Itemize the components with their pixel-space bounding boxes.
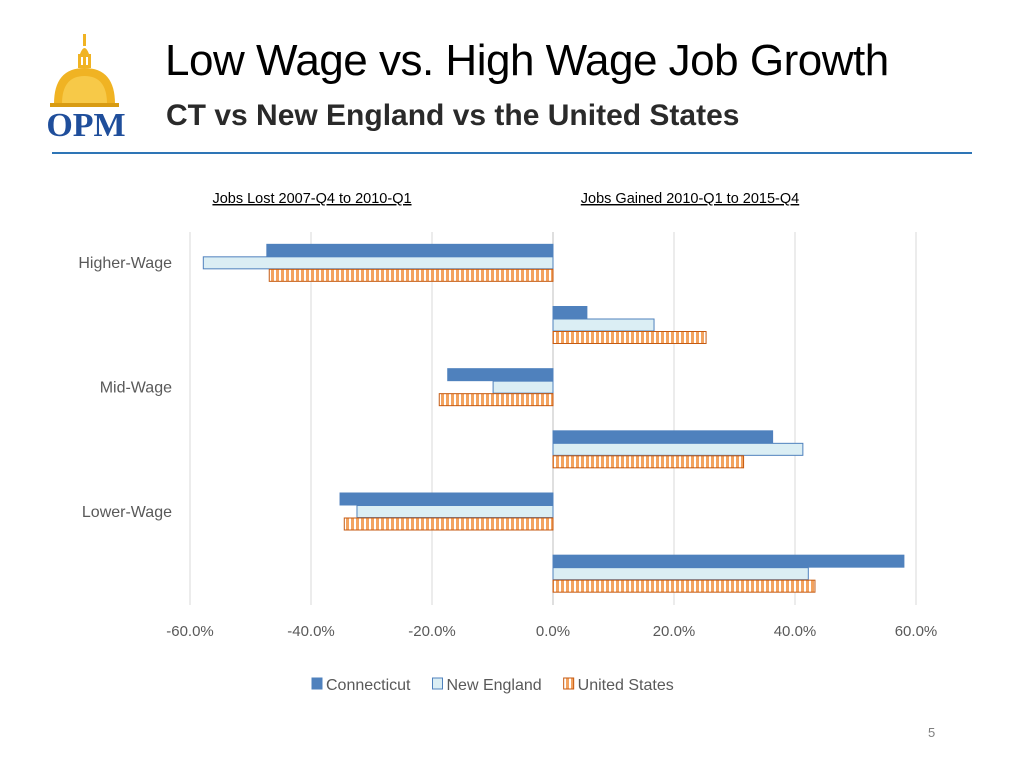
- capitol-dome-icon: [50, 34, 119, 107]
- bar-new-england: [552, 567, 809, 581]
- legend-label: United States: [578, 677, 674, 694]
- bar-new-england: [492, 380, 554, 394]
- bar-united-states: [268, 268, 554, 282]
- period-annotation: Jobs Lost 2007-Q4 to 2010-Q1: [212, 191, 411, 207]
- legend-swatch: [432, 677, 443, 690]
- bar-united-states: [552, 579, 816, 593]
- legend-label: Connecticut: [326, 677, 411, 694]
- bar-connecticut: [266, 243, 554, 257]
- page-title: Low Wage vs. High Wage Job Growth: [165, 36, 889, 85]
- bar-connecticut: [339, 492, 554, 506]
- bar-connecticut: [552, 554, 905, 568]
- category-label: Higher-Wage: [78, 255, 172, 272]
- bar-connecticut: [552, 306, 588, 319]
- x-tick-label: -60.0%: [166, 623, 214, 640]
- title-divider: [52, 152, 972, 154]
- category-label: Lower-Wage: [82, 504, 172, 521]
- bar-connecticut: [552, 430, 774, 444]
- legend-label: New England: [447, 677, 542, 694]
- x-tick-label: 20.0%: [653, 623, 696, 640]
- logo-text: OPM: [46, 107, 125, 144]
- bar-united-states: [552, 455, 745, 469]
- bar-connecticut: [447, 368, 554, 382]
- category-label: Mid-Wage: [100, 379, 172, 396]
- x-tick-label: 40.0%: [774, 623, 817, 640]
- bar-united-states: [343, 517, 554, 531]
- legend: Connecticut New England United States: [311, 677, 674, 694]
- bar-united-states: [552, 331, 707, 344]
- x-tick-label: -20.0%: [408, 623, 456, 640]
- gridlines: [189, 232, 917, 605]
- x-tick-label: -40.0%: [287, 623, 335, 640]
- bar-new-england: [552, 318, 655, 332]
- bar-new-england: [356, 505, 554, 518]
- page-subtitle: CT vs New England vs the United States: [166, 99, 740, 132]
- x-tick-label: 0.0%: [536, 623, 570, 640]
- legend-swatch: [311, 677, 323, 690]
- period-annotation: Jobs Gained 2010-Q1 to 2015-Q4: [581, 191, 799, 207]
- bar-united-states: [438, 393, 554, 407]
- bar-new-england: [552, 442, 804, 456]
- x-tick-label: 60.0%: [895, 623, 938, 640]
- bar-new-england: [202, 256, 554, 270]
- page-number: 5: [928, 725, 936, 740]
- legend-swatch: [563, 677, 575, 690]
- axis-labels: -60.0% -40.0% -20.0% 0.0% 20.0% 40.0% 60.0% Job…: [78, 191, 937, 640]
- opm-logo: OPM: [46, 34, 126, 144]
- bars: [202, 243, 905, 593]
